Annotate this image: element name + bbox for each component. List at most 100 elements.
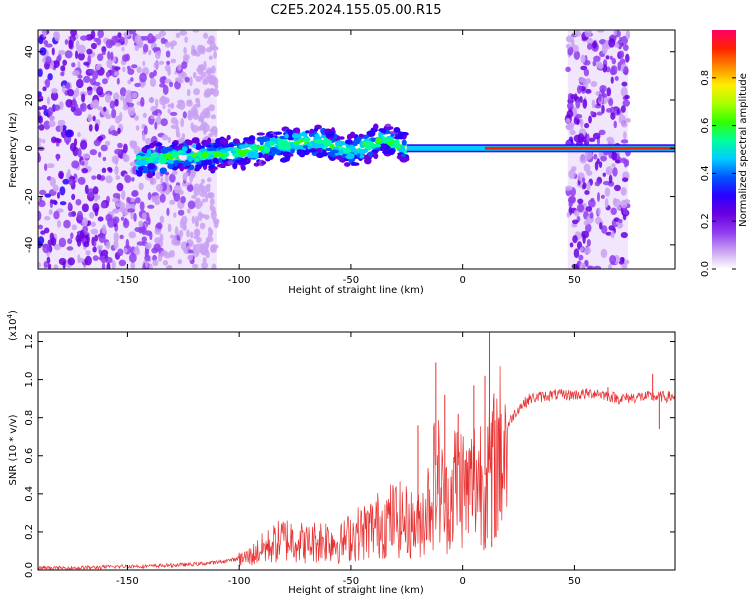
noise-blob [49, 177, 56, 187]
noise-blob [585, 206, 593, 212]
noise-blob [194, 229, 200, 238]
noise-blob [167, 136, 172, 144]
noise-blob [576, 85, 582, 94]
noise-blob [618, 219, 623, 224]
noise-blob [574, 209, 580, 217]
noise-blob [133, 115, 139, 121]
plume-blob [337, 141, 343, 147]
noise-blob [134, 197, 141, 204]
noise-blob [144, 242, 152, 250]
plume-blob [177, 150, 184, 154]
noise-blob [129, 161, 137, 167]
spectrogram-x-tick-label: -100 [228, 275, 251, 286]
noise-blob [46, 256, 51, 264]
plume-blob [344, 139, 353, 145]
noise-blob [89, 149, 98, 156]
plume-blob [259, 139, 264, 146]
noise-blob [119, 234, 124, 240]
plume-blob [378, 133, 383, 138]
noise-blob [101, 167, 107, 174]
noise-blob [142, 60, 146, 67]
noise-blob [130, 77, 134, 82]
noise-blob [607, 139, 615, 146]
plume-blob [167, 163, 174, 170]
plume-blob [248, 135, 256, 142]
noise-blob [38, 110, 41, 117]
noise-blob [620, 139, 629, 144]
plume-blob [307, 149, 317, 153]
noise-blob [142, 131, 146, 142]
noise-blob [170, 42, 174, 50]
noise-blob [590, 197, 595, 203]
noise-blob [105, 113, 112, 120]
spectrogram-panel: -150 -100 -50 0 50 -40 -20 0 20 40 Height of stra… [8, 29, 676, 296]
plume-blob [195, 163, 202, 170]
plume-blob [314, 139, 324, 144]
noise-blob [103, 106, 107, 112]
noise-blob [110, 129, 117, 136]
noise-blob [57, 119, 66, 127]
noise-blob [106, 262, 111, 269]
noise-blob [38, 236, 45, 245]
plume-blob [393, 126, 401, 133]
noise-blob [208, 104, 215, 112]
noise-blob [568, 169, 576, 180]
noise-blob [620, 199, 628, 209]
noise-blob [151, 110, 159, 116]
noise-blob [75, 234, 82, 243]
noise-blob [59, 186, 66, 196]
noise-blob [177, 64, 182, 71]
noise-blob [144, 137, 152, 145]
noise-blob [193, 88, 200, 96]
noise-blob [184, 36, 188, 43]
noise-blob [210, 114, 217, 120]
noise-blob [588, 115, 592, 124]
noise-blob [610, 230, 615, 239]
noise-blob [600, 194, 606, 199]
noise-blob [138, 220, 144, 228]
plume-blob [302, 145, 308, 149]
noise-blob [119, 95, 125, 101]
noise-blob [198, 45, 206, 55]
noise-blob [111, 197, 120, 203]
plume-blob [268, 155, 274, 160]
noise-blob [604, 187, 611, 197]
noise-blob [601, 44, 608, 55]
noise-blob [169, 111, 178, 117]
noise-blob [199, 222, 206, 230]
noise-blob [159, 30, 166, 37]
noise-blob [97, 30, 104, 39]
noise-blob [569, 242, 574, 248]
noise-blob [82, 153, 91, 159]
plume-blob [248, 151, 256, 155]
noise-blob [573, 248, 580, 259]
noise-blob [139, 201, 145, 211]
noise-blob [601, 86, 605, 97]
noise-blob [157, 253, 163, 262]
noise-blob [160, 118, 168, 127]
plume-blob [192, 144, 197, 149]
noise-blob [142, 43, 149, 53]
plume-blob [384, 137, 394, 142]
noise-blob [192, 244, 197, 253]
noise-blob [192, 251, 200, 258]
noise-blob [175, 119, 179, 127]
plume-blob [227, 143, 235, 148]
noise-blob [579, 262, 586, 269]
noise-blob [68, 39, 74, 49]
noise-blob [209, 204, 213, 211]
noise-blob [122, 152, 128, 162]
plume-blob [212, 144, 220, 149]
noise-blob [195, 204, 202, 210]
noise-blob [56, 220, 62, 228]
noise-blob [566, 212, 571, 218]
spectrogram-plot-area [38, 30, 675, 269]
plume-blob [375, 146, 381, 151]
plume-blob [290, 141, 295, 149]
plume-blob [145, 158, 154, 163]
noise-blob [131, 140, 138, 148]
plume-blob [208, 164, 215, 170]
noise-blob [187, 254, 194, 261]
noise-blob [148, 97, 155, 103]
noise-blob [181, 61, 188, 69]
